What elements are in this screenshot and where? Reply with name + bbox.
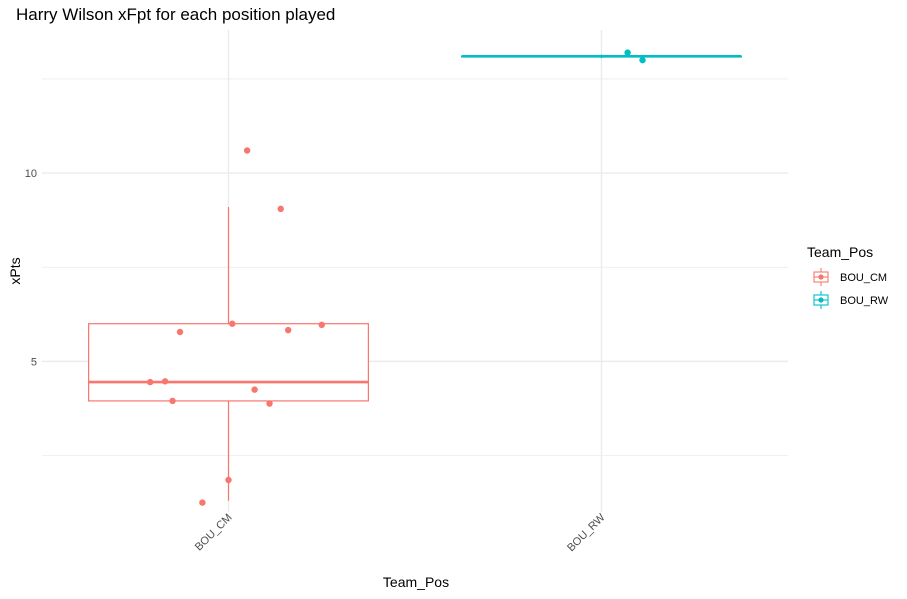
legend: Team_Pos BOU_CM BOU_RW: [807, 244, 889, 309]
x-axis: BOU_CM BOU_RW: [193, 511, 608, 554]
x-tick-label: BOU_RW: [565, 511, 608, 554]
boxplot-layer: [88, 54, 742, 501]
data-point-BOU_CM: [146, 378, 154, 386]
legend-entry-BOU_RW: BOU_RW: [813, 291, 889, 309]
legend-key-point: [818, 297, 824, 303]
legend-entry-BOU_CM: BOU_CM: [813, 268, 887, 286]
data-point-BOU_CM: [229, 320, 236, 327]
data-point-BOU_RW: [639, 56, 646, 64]
legend-title: Team_Pos: [807, 244, 873, 260]
data-point-BOU_CM: [169, 397, 176, 405]
data-point-BOU_CM: [277, 205, 284, 213]
data-point-BOU_CM: [176, 328, 184, 336]
x-tick-label: BOU_CM: [193, 512, 235, 554]
data-point-BOU_CM: [318, 321, 325, 329]
data-point-BOU_CM: [161, 378, 169, 385]
box-BOU_CM: [88, 206, 369, 501]
data-point-BOU_CM: [266, 400, 273, 407]
y-tick-label: 10: [25, 168, 37, 180]
data-point-BOU_RW: [624, 49, 631, 56]
legend-entries: BOU_CM BOU_RW: [813, 268, 889, 309]
legend-label: BOU_RW: [840, 295, 889, 307]
data-point-BOU_CM: [243, 147, 251, 154]
data-point-BOU_CM: [251, 386, 258, 393]
data-point-BOU_CM: [284, 326, 292, 334]
jitter-points-layer: [146, 49, 646, 506]
y-axis-title: xPts: [7, 257, 23, 284]
x-axis-title: Team_Pos: [383, 574, 449, 590]
y-axis: 5 10: [25, 168, 37, 368]
data-point-BOU_CM: [225, 476, 232, 484]
gridlines: [42, 30, 788, 512]
y-tick-label: 5: [31, 356, 37, 368]
legend-label: BOU_CM: [840, 272, 887, 284]
data-point-BOU_CM: [199, 499, 206, 506]
chart-title: Harry Wilson xFpt for each position play…: [16, 5, 335, 24]
box-BOU_RW: [461, 54, 742, 59]
box-iqr: [88, 323, 369, 402]
legend-key-point: [818, 274, 824, 280]
